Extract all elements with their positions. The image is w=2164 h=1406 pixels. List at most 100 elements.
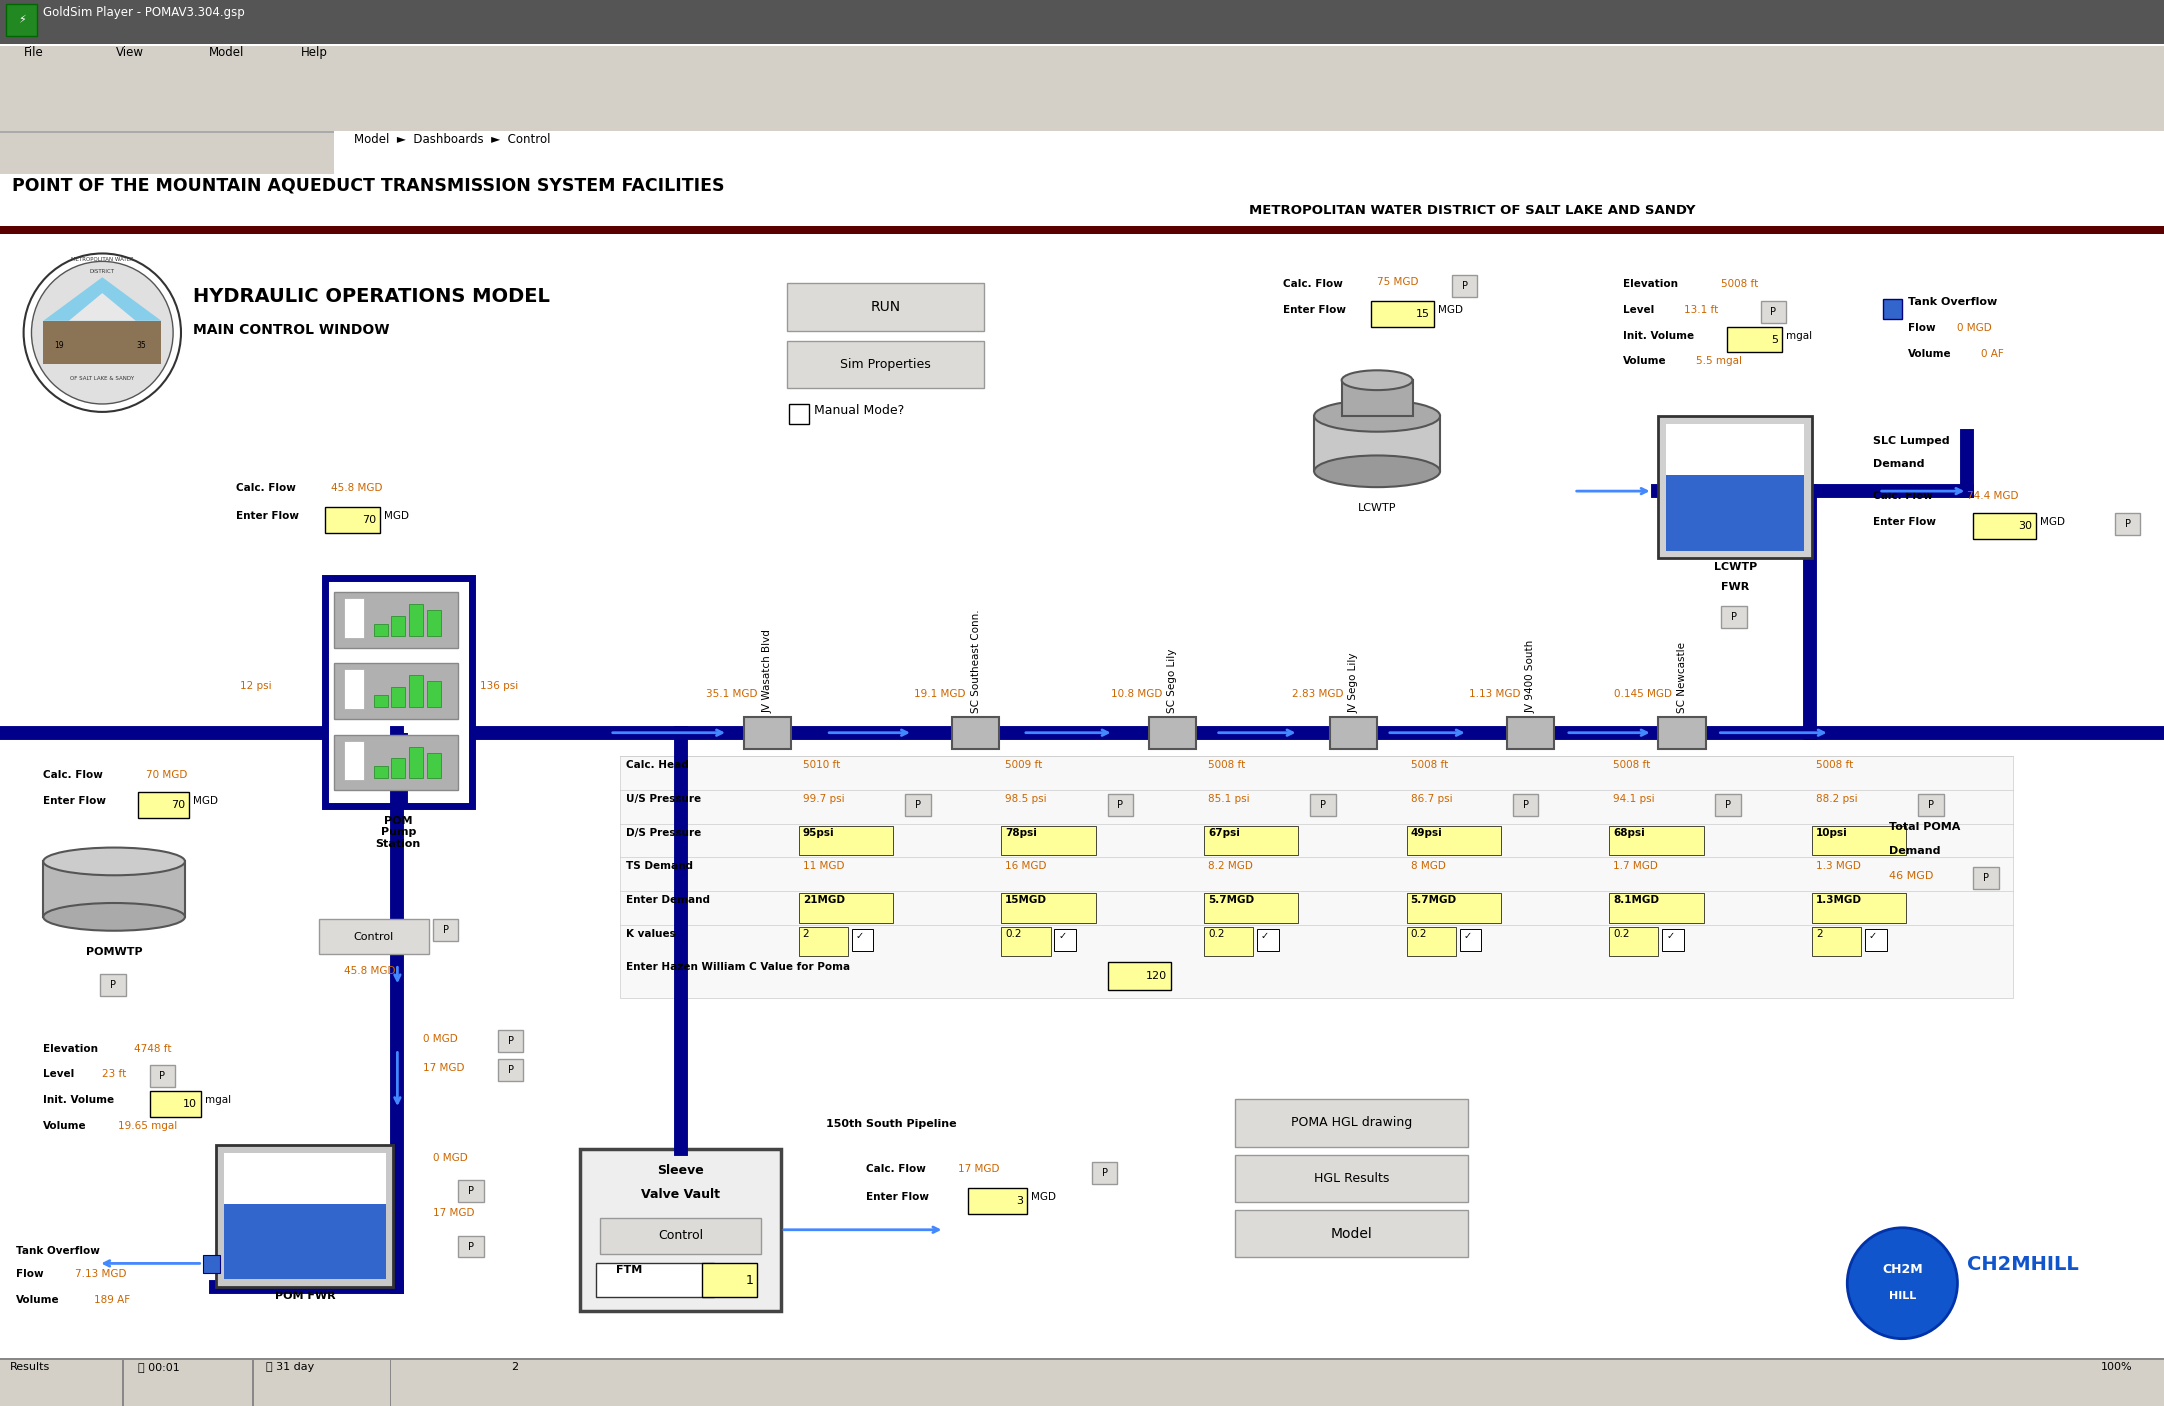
Text: ✓: ✓ xyxy=(1463,931,1472,941)
Text: Volume: Volume xyxy=(1909,349,1952,359)
Text: 0 MGD: 0 MGD xyxy=(422,1033,459,1043)
Bar xyxy=(149,1091,201,1116)
Text: Demand: Demand xyxy=(1889,845,1941,856)
Text: MAIN CONTROL WINDOW: MAIN CONTROL WINDOW xyxy=(193,323,390,337)
Bar xyxy=(1666,423,1805,475)
Bar xyxy=(392,616,405,636)
Bar xyxy=(0,1358,2164,1406)
Text: ⚡: ⚡ xyxy=(17,15,26,25)
Text: 5010 ft: 5010 ft xyxy=(803,761,840,770)
Text: P: P xyxy=(1982,873,1989,883)
Text: P: P xyxy=(915,800,920,810)
Text: File: File xyxy=(24,45,43,59)
Circle shape xyxy=(32,262,173,404)
Bar xyxy=(374,695,387,707)
Text: 95psi: 95psi xyxy=(803,828,835,838)
Text: 100%: 100% xyxy=(2101,1362,2134,1372)
Bar xyxy=(498,1029,524,1052)
Text: 45.8 MGD: 45.8 MGD xyxy=(344,966,396,976)
Text: 75 MGD: 75 MGD xyxy=(1376,277,1420,287)
Bar xyxy=(426,752,441,779)
Bar xyxy=(1610,927,1658,956)
Text: 1: 1 xyxy=(747,1274,753,1286)
Bar xyxy=(225,1204,385,1279)
Text: Enter Hazen William C Value for Poma: Enter Hazen William C Value for Poma xyxy=(625,963,850,973)
Bar xyxy=(799,893,894,922)
Bar xyxy=(335,131,2164,174)
Text: METROPOLITAN WATER: METROPOLITAN WATER xyxy=(71,257,134,263)
Bar xyxy=(799,825,894,855)
Text: 0.2: 0.2 xyxy=(1208,929,1225,939)
Bar xyxy=(0,79,2164,131)
Text: POMWTP: POMWTP xyxy=(87,946,143,956)
Bar xyxy=(1309,794,1335,815)
Text: Model: Model xyxy=(208,45,245,59)
Text: MGD: MGD xyxy=(2041,517,2064,527)
Text: K values: K values xyxy=(625,929,675,939)
Bar xyxy=(335,735,459,790)
Text: LCWTP: LCWTP xyxy=(1357,503,1396,513)
Text: 85.1 psi: 85.1 psi xyxy=(1208,794,1249,804)
Text: POINT OF THE MOUNTAIN AQUEDUCT TRANSMISSION SYSTEM FACILITIES: POINT OF THE MOUNTAIN AQUEDUCT TRANSMISS… xyxy=(11,176,725,194)
Text: mgal: mgal xyxy=(206,1095,232,1105)
Bar xyxy=(1610,825,1703,855)
Text: FTM: FTM xyxy=(617,1265,643,1275)
Bar xyxy=(0,1358,2164,1361)
Text: 2: 2 xyxy=(511,1362,519,1372)
Text: Volume: Volume xyxy=(1623,357,1666,367)
Bar xyxy=(1407,825,1502,855)
Bar xyxy=(1407,893,1502,922)
Circle shape xyxy=(1848,1227,1958,1339)
Text: 5008 ft: 5008 ft xyxy=(1816,761,1852,770)
Bar xyxy=(1811,927,1861,956)
Text: 4748 ft: 4748 ft xyxy=(134,1043,171,1053)
Bar xyxy=(1203,825,1298,855)
Bar xyxy=(1461,929,1482,950)
Text: 2: 2 xyxy=(803,929,809,939)
Text: 189 AF: 189 AF xyxy=(95,1295,130,1305)
Bar xyxy=(43,862,184,917)
Bar xyxy=(1658,416,1811,558)
Text: 16 MGD: 16 MGD xyxy=(1006,862,1047,872)
Text: 8.2 MGD: 8.2 MGD xyxy=(1208,862,1253,872)
Text: P: P xyxy=(1770,307,1777,316)
Bar xyxy=(0,233,2164,1358)
Text: Init. Volume: Init. Volume xyxy=(43,1095,115,1105)
Text: Total POMA: Total POMA xyxy=(1889,823,1961,832)
Bar xyxy=(788,340,985,388)
Bar xyxy=(344,741,364,780)
Text: P: P xyxy=(509,1036,513,1046)
Text: 23 ft: 23 ft xyxy=(102,1070,126,1080)
Text: P: P xyxy=(467,1187,474,1197)
Bar xyxy=(0,44,2164,45)
Text: RUN: RUN xyxy=(870,299,900,314)
Text: 0 MGD: 0 MGD xyxy=(433,1153,467,1163)
Bar xyxy=(1727,326,1783,353)
Text: Valve Vault: Valve Vault xyxy=(641,1188,721,1201)
Text: Tank Overflow: Tank Overflow xyxy=(1909,297,1997,307)
Text: JV 9400 South: JV 9400 South xyxy=(1526,640,1536,713)
Text: 78psi: 78psi xyxy=(1006,828,1037,838)
Bar xyxy=(1236,1154,1467,1202)
Text: 10psi: 10psi xyxy=(1816,828,1848,838)
Bar xyxy=(498,1060,524,1081)
Text: U/S Pressure: U/S Pressure xyxy=(625,794,701,804)
Text: Elevation: Elevation xyxy=(1623,280,1677,290)
Bar xyxy=(1506,717,1554,748)
Text: Control: Control xyxy=(658,1229,703,1241)
Bar xyxy=(599,1218,762,1254)
Text: Calc. Flow: Calc. Flow xyxy=(1283,280,1342,290)
Bar xyxy=(433,920,459,941)
Text: MGD: MGD xyxy=(1439,305,1463,315)
Text: P: P xyxy=(1117,800,1123,810)
Ellipse shape xyxy=(43,903,184,931)
Bar xyxy=(0,226,2164,233)
Bar xyxy=(43,321,162,364)
Bar xyxy=(1865,929,1887,950)
Text: 68psi: 68psi xyxy=(1612,828,1645,838)
Text: Model: Model xyxy=(1331,1226,1372,1240)
Bar xyxy=(335,592,459,648)
Text: 5008 ft: 5008 ft xyxy=(1411,761,1448,770)
Bar xyxy=(799,927,848,956)
Text: Flow: Flow xyxy=(1909,323,1937,333)
